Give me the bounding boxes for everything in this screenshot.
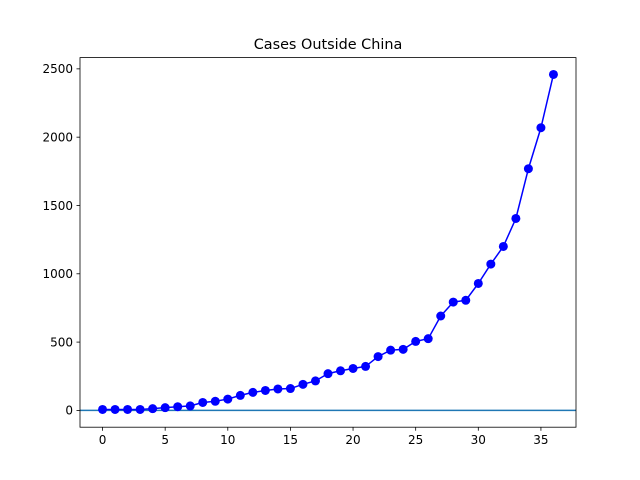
data-point	[310, 376, 320, 386]
data-point	[173, 402, 183, 412]
plot-area: 0 5 10 15 20 25 30 35 0 500 1000 1500 2000 2500	[42, 62, 576, 447]
data-point	[336, 366, 346, 376]
x-tick-label: 0	[99, 433, 107, 447]
data-point	[323, 369, 333, 379]
data-point	[273, 384, 283, 394]
data-point	[511, 213, 521, 223]
data-point	[285, 384, 295, 394]
data-point	[98, 404, 108, 414]
x-tick-label: 20	[345, 433, 360, 447]
data-point	[361, 361, 371, 371]
data-point	[461, 295, 471, 305]
data-point	[210, 396, 220, 406]
data-point	[448, 297, 458, 307]
data-point	[123, 404, 133, 414]
data-point	[436, 311, 446, 321]
x-tick-label: 5	[161, 433, 169, 447]
data-point	[548, 69, 558, 79]
data-point	[223, 394, 233, 404]
data-point	[298, 379, 308, 389]
y-tick-label: 1500	[42, 199, 73, 213]
data-point	[486, 259, 496, 269]
data-point	[473, 278, 483, 288]
y-tick-label: 0	[65, 404, 73, 418]
x-tick-label: 30	[471, 433, 486, 447]
data-point	[348, 363, 358, 373]
data-point	[260, 385, 270, 395]
data-point	[498, 241, 508, 251]
x-tick-label: 10	[220, 433, 235, 447]
chart-title: Cases Outside China	[254, 37, 403, 53]
y-tick-label: 1000	[42, 267, 73, 281]
data-point	[398, 344, 408, 354]
data-point	[110, 404, 120, 414]
y-tick-label: 500	[50, 335, 73, 349]
data-point	[423, 334, 433, 344]
y-tick-label: 2000	[42, 130, 73, 144]
data-point	[135, 404, 145, 414]
data-point	[411, 336, 421, 346]
data-point	[523, 164, 533, 174]
data-point	[148, 404, 158, 414]
y-tick-label: 2500	[42, 62, 73, 76]
data-point	[536, 123, 546, 133]
data-point	[185, 401, 195, 411]
x-tick-label: 25	[408, 433, 423, 447]
data-point	[198, 397, 208, 407]
data-point	[160, 403, 170, 413]
data-point	[235, 390, 245, 400]
x-tick-label: 15	[283, 433, 298, 447]
x-tick-label: 35	[533, 433, 548, 447]
data-point	[373, 352, 383, 362]
data-point	[248, 387, 258, 397]
axes-frame	[79, 57, 577, 428]
data-point	[386, 345, 396, 355]
